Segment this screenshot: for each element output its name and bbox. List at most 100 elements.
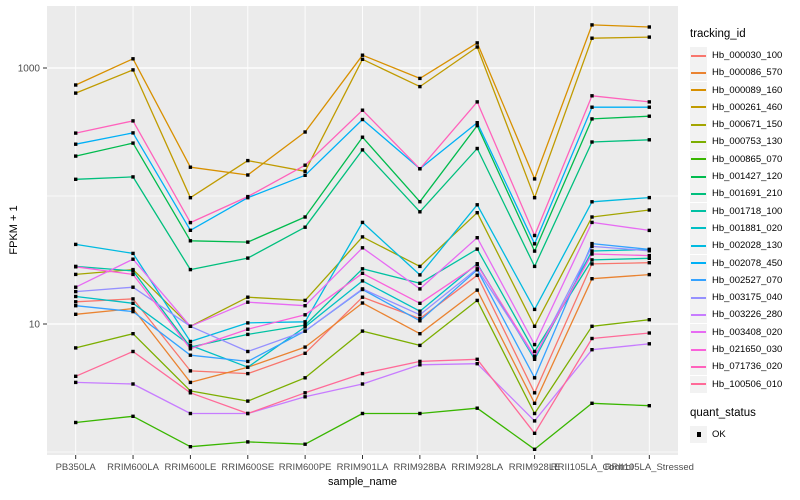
data-point [74, 420, 78, 425]
legend-key-line [691, 123, 706, 126]
data-point [246, 399, 250, 403]
data-point [246, 321, 250, 325]
data-point [532, 357, 537, 361]
data-point [475, 247, 479, 251]
legend-label: OK [712, 428, 726, 440]
data-point [74, 289, 78, 294]
data-point [418, 281, 422, 285]
data-point [360, 279, 365, 283]
legend-label: Hb_002078_450 [712, 257, 783, 269]
legend-item: Hb_000261_460 [690, 98, 800, 116]
legend-item: Hb_002028_130 [690, 237, 800, 255]
data-point [131, 272, 135, 277]
legend-key-line [691, 158, 706, 161]
data-point [532, 196, 537, 200]
data-point [475, 41, 479, 45]
data-point [475, 211, 479, 215]
data-point [590, 348, 594, 352]
legend-item: Hb_021650_030 [690, 341, 800, 359]
legend-key-line [691, 296, 706, 299]
legend-item: Hb_100506_010 [690, 375, 800, 393]
data-point [418, 411, 422, 416]
data-point [246, 349, 250, 354]
legend-key-swatch [690, 47, 707, 64]
data-point [475, 121, 479, 125]
data-point [532, 411, 537, 416]
data-point [590, 262, 594, 266]
data-point [360, 371, 365, 376]
data-point [590, 215, 594, 219]
data-point [131, 309, 135, 314]
data-point [360, 329, 365, 333]
data-point [303, 395, 307, 399]
data-point [188, 369, 193, 373]
data-point [475, 100, 479, 104]
data-point [303, 313, 307, 317]
data-point [475, 236, 479, 240]
data-point [532, 307, 537, 312]
data-point [532, 354, 537, 358]
legend-key-point [690, 425, 707, 443]
legend-label: Hb_001691_210 [712, 188, 783, 200]
data-point [303, 345, 307, 349]
data-point [647, 272, 651, 277]
legend-key-line [691, 54, 706, 57]
legend-title-quant-status: quant_status [690, 406, 756, 419]
legend-item: Hb_000030_100 [690, 47, 800, 64]
data-point [303, 304, 307, 308]
legend-label: Hb_001427_120 [712, 171, 783, 183]
legend-label: Hb_003175_040 [712, 292, 783, 304]
legend-item: Hb_001427_120 [690, 168, 800, 186]
data-point [418, 200, 422, 204]
data-point [647, 331, 651, 335]
data-point [131, 175, 135, 179]
data-point [647, 228, 651, 233]
legend-label: Hb_002527_070 [712, 274, 783, 286]
data-point [131, 285, 135, 289]
data-point [590, 105, 594, 109]
data-point [303, 391, 307, 395]
data-point [647, 114, 651, 118]
data-point [188, 445, 193, 449]
data-point [131, 251, 135, 256]
data-point [303, 163, 307, 167]
data-point [246, 411, 250, 416]
legend-label: Hb_000753_130 [712, 136, 783, 148]
data-point [303, 169, 307, 173]
data-point [74, 304, 78, 308]
legend-label: Hb_001881_020 [712, 222, 783, 234]
data-point [74, 265, 78, 269]
data-point [647, 25, 651, 29]
legend-item: Hb_002078_450 [690, 254, 800, 272]
legend-key-swatch [690, 150, 707, 168]
data-point [590, 241, 594, 246]
data-point [303, 376, 307, 380]
black-square-point-icon [696, 432, 701, 437]
data-point [475, 267, 479, 271]
legend-key-swatch [690, 323, 707, 341]
legend-key-swatch [690, 98, 707, 116]
data-point [246, 295, 250, 299]
legend-key-line [691, 192, 706, 195]
legend-key-swatch [690, 202, 707, 220]
data-point [590, 336, 594, 341]
data-point [188, 220, 193, 225]
data-point [590, 94, 594, 98]
data-point [647, 261, 651, 265]
data-point [475, 298, 479, 303]
data-point [418, 287, 422, 291]
legend-key-line [691, 210, 706, 213]
data-point [532, 324, 537, 328]
legend-item: Hb_000671_150 [690, 116, 800, 134]
data-point [475, 203, 479, 207]
legend-key-swatch [690, 237, 707, 255]
y-tick-label: 10 [29, 320, 41, 331]
data-point [590, 324, 594, 328]
data-point [532, 447, 537, 451]
data-point [188, 339, 193, 344]
data-point [418, 363, 422, 367]
data-point [647, 195, 651, 200]
data-point [246, 359, 250, 364]
y-tick-label: 1000 [18, 64, 41, 75]
